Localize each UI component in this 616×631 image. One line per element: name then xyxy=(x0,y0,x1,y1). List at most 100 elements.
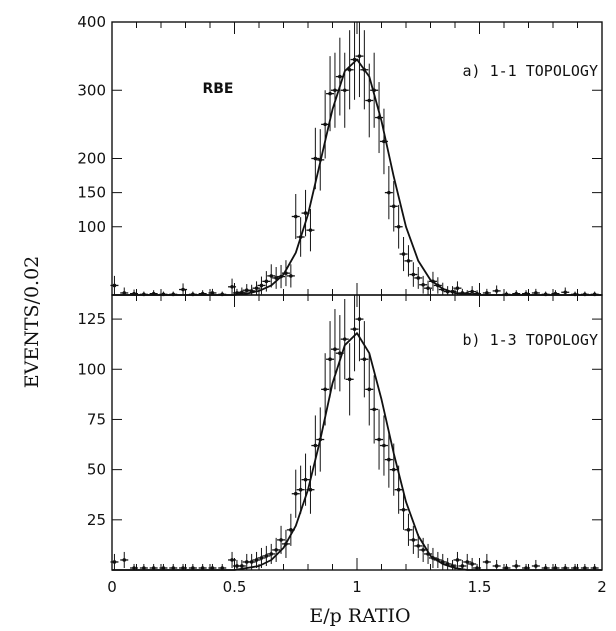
data-point xyxy=(414,267,423,289)
marker xyxy=(200,566,205,570)
marker xyxy=(264,554,269,558)
marker xyxy=(259,283,264,288)
marker xyxy=(171,566,176,570)
data-point xyxy=(512,559,521,570)
data-point xyxy=(384,166,393,220)
marker xyxy=(401,507,406,512)
data-point xyxy=(453,281,462,295)
marker xyxy=(259,556,264,560)
marker xyxy=(357,54,362,58)
data-point xyxy=(208,288,217,295)
marker xyxy=(210,566,215,570)
marker xyxy=(563,566,568,570)
data-point xyxy=(120,551,129,568)
marker xyxy=(421,282,425,287)
data-point xyxy=(424,280,433,295)
panel-label: b) 1-3 TOPOLOGY xyxy=(463,331,598,349)
data-point xyxy=(404,513,413,546)
data-point xyxy=(228,278,237,295)
marker xyxy=(455,558,460,562)
y-tick-label: 100 xyxy=(77,218,106,236)
marker xyxy=(465,560,470,564)
marker xyxy=(244,560,249,564)
data-point xyxy=(110,553,119,570)
marker xyxy=(494,289,499,293)
marker xyxy=(235,564,239,568)
marker xyxy=(573,566,577,570)
marker xyxy=(254,286,259,290)
marker xyxy=(142,566,146,570)
data-point xyxy=(404,245,413,277)
data-point xyxy=(541,563,550,570)
marker xyxy=(328,357,332,362)
data-point xyxy=(370,375,379,444)
data-point xyxy=(350,295,359,372)
marker xyxy=(303,477,308,482)
data-point xyxy=(335,315,344,392)
data-point xyxy=(482,288,491,295)
data-point xyxy=(360,321,369,398)
marker xyxy=(391,204,396,209)
data-point xyxy=(409,262,418,287)
data-point xyxy=(419,275,428,294)
marker xyxy=(494,564,499,568)
panel-b: 25 50 75 100 125 b) 1-3 TOPOLOGY xyxy=(77,294,603,571)
data-point xyxy=(306,209,315,252)
marker xyxy=(406,528,411,532)
y-tick-label: 400 xyxy=(77,13,106,31)
y-tick-label: 200 xyxy=(77,150,106,168)
data-point xyxy=(399,489,408,530)
marker xyxy=(338,351,342,356)
data-point xyxy=(198,563,207,570)
data-point xyxy=(272,537,281,562)
marker xyxy=(485,560,489,564)
y-tick-label: 100 xyxy=(77,360,106,378)
y-tick-label: 75 xyxy=(87,410,106,428)
marker xyxy=(308,228,313,232)
marker xyxy=(391,467,396,472)
marker xyxy=(372,407,376,412)
data-point xyxy=(590,563,599,570)
data-point xyxy=(384,431,393,488)
panel-label: a) 1-1 TOPOLOGY xyxy=(463,62,598,80)
data-point xyxy=(531,559,540,570)
marker xyxy=(592,566,597,570)
panel-annotation: RBE xyxy=(202,81,233,97)
plots: 100 150 200 300 400 a) 1-1 TOPOLOGY RBE 25 50 75 1… xyxy=(77,13,606,596)
data-point xyxy=(130,563,139,570)
x-tick-label: 1 xyxy=(352,578,362,596)
y-axis-label: EVENTS/0.02 xyxy=(21,256,43,388)
marker xyxy=(396,224,401,229)
marker xyxy=(352,327,357,331)
marker xyxy=(303,211,308,215)
marker xyxy=(411,272,416,277)
data-point xyxy=(252,551,261,568)
marker xyxy=(249,560,254,564)
data-point xyxy=(149,563,158,570)
data-point xyxy=(379,108,388,175)
data-point xyxy=(463,553,472,570)
marker xyxy=(563,290,568,295)
marker xyxy=(367,387,372,392)
marker xyxy=(382,443,386,448)
data-point xyxy=(571,563,580,570)
data-point xyxy=(218,563,227,570)
marker xyxy=(485,291,489,295)
data-point xyxy=(502,563,511,570)
marker xyxy=(387,457,391,462)
data-point xyxy=(379,415,388,476)
marker xyxy=(191,566,195,570)
x-tick-label: 0 xyxy=(107,578,117,596)
marker xyxy=(308,487,313,492)
marker xyxy=(534,291,538,295)
data-point xyxy=(169,563,178,570)
x-tick-label: 0.5 xyxy=(223,578,247,596)
marker xyxy=(289,528,293,532)
data-point xyxy=(330,52,339,128)
data-point xyxy=(492,559,501,570)
marker xyxy=(426,286,430,290)
data-point xyxy=(580,563,589,570)
data-point xyxy=(208,563,217,570)
marker xyxy=(367,98,372,103)
marker xyxy=(504,566,509,570)
